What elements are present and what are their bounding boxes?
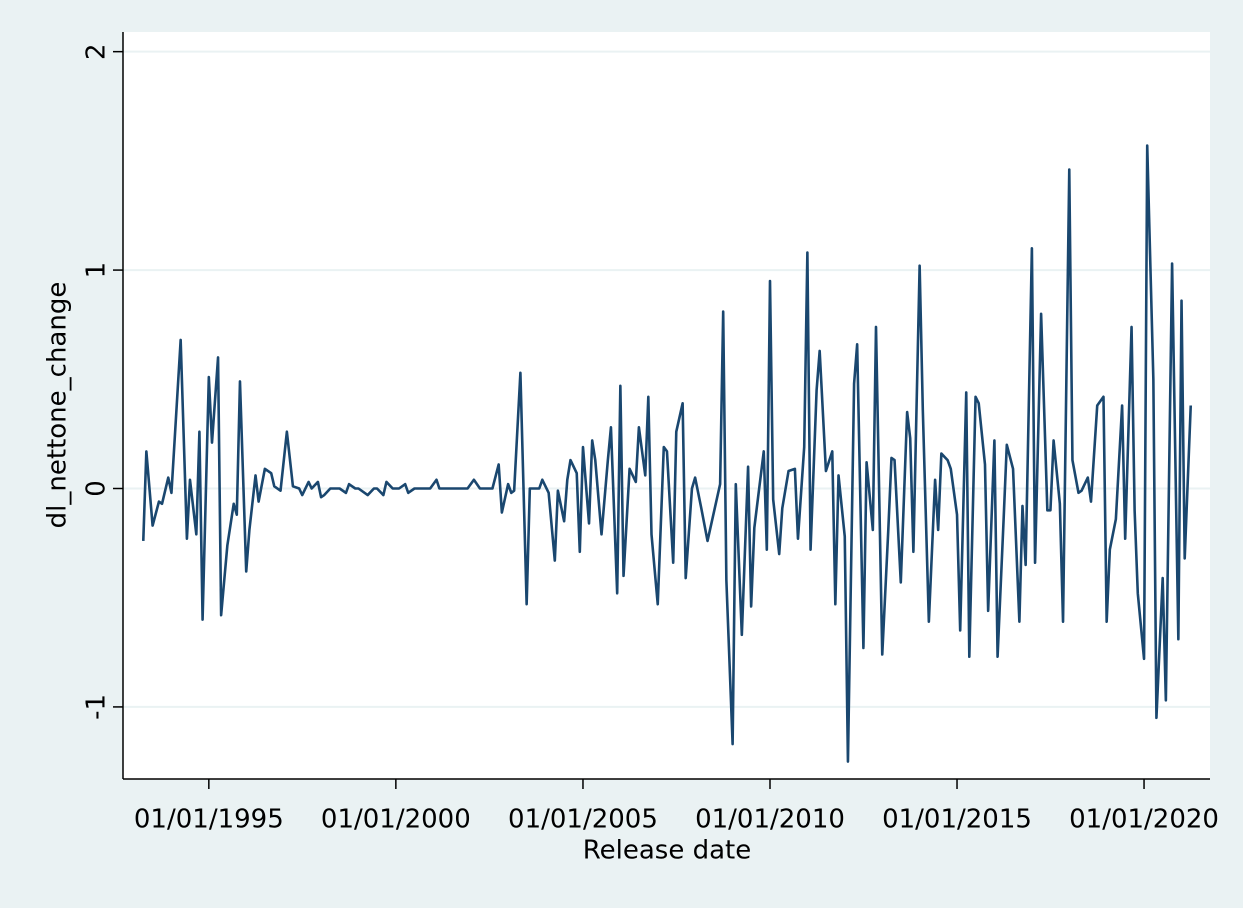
y-tick-label: -1 xyxy=(82,694,112,720)
x-tick-label: 01/01/2000 xyxy=(321,805,471,835)
x-axis-title: Release date xyxy=(583,836,751,866)
x-tick-label: 01/01/2005 xyxy=(508,805,658,835)
data-line xyxy=(141,144,1193,763)
x-tick-label: 01/01/2010 xyxy=(695,805,845,835)
plot-area xyxy=(123,32,1210,779)
y-tick-label: 1 xyxy=(82,262,112,279)
x-tick-label: 01/01/2015 xyxy=(882,805,1032,835)
x-tick-label: 01/01/1995 xyxy=(134,805,284,835)
x-tick-label: 01/01/2020 xyxy=(1069,805,1219,835)
y-axis-title: dl_nettone_change xyxy=(43,282,73,529)
y-tick-label: 0 xyxy=(82,480,112,497)
y-tick-label: 2 xyxy=(82,43,112,60)
